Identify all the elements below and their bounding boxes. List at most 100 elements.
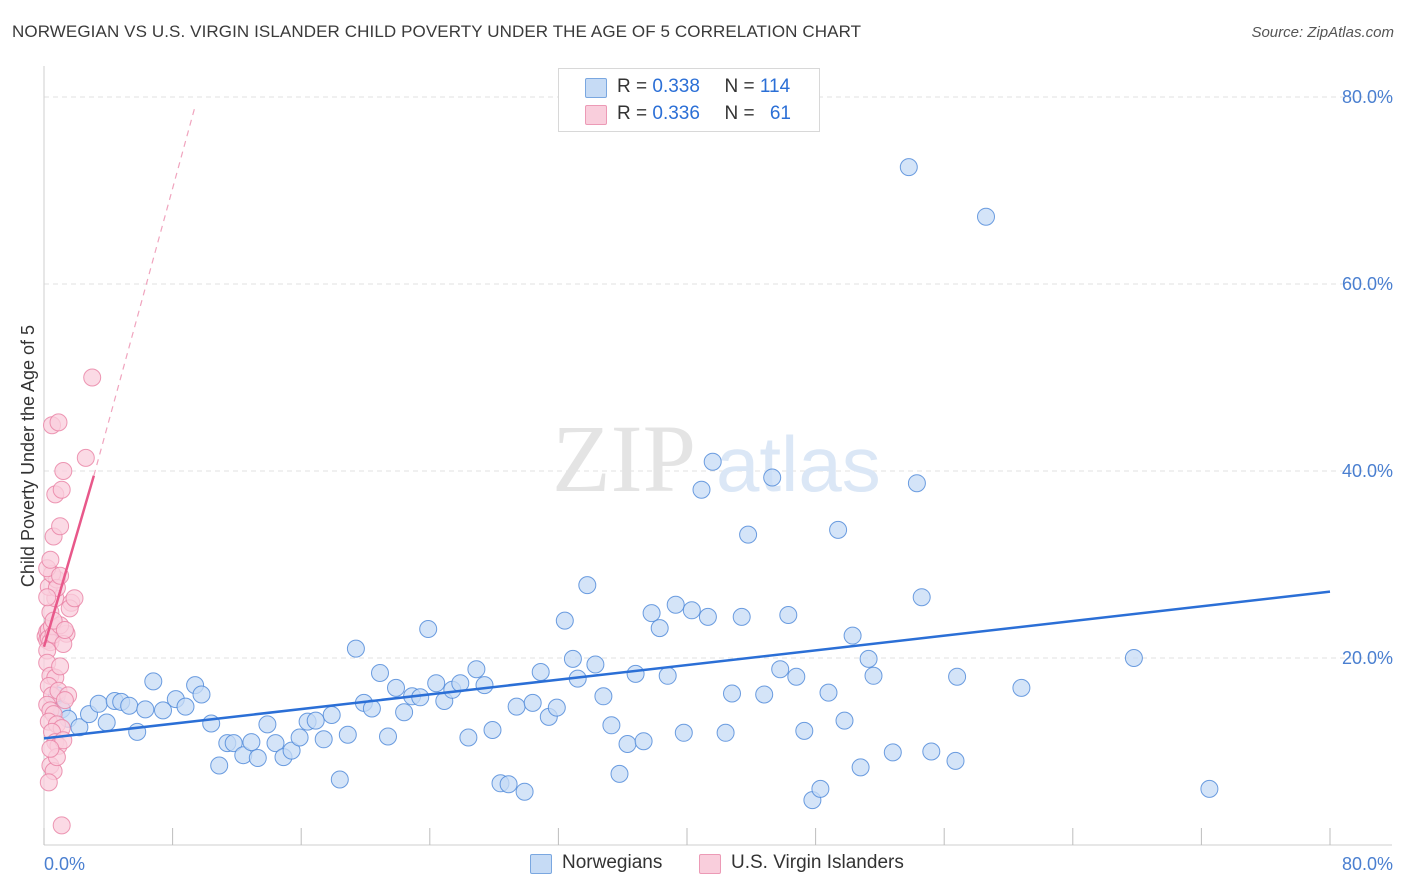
legend-r-label: R = [617,76,653,97]
norwegians-point [578,576,597,595]
series-legend: Norwegians U.S. Virgin Islanders [0,852,1406,878]
norwegians-point [626,664,645,683]
norwegians-point [258,715,277,734]
norwegians-point [586,655,605,674]
watermark-zip: ZIP [552,405,696,512]
virgin-islanders-points [36,368,102,835]
y-tick-label: 40.0% [1342,461,1393,481]
norwegians-point [330,770,349,789]
norwegians-point [144,672,163,691]
norwegians-point [666,595,685,614]
legend-n-value: 114 [759,76,791,97]
virgin-islanders-point [41,550,60,569]
virgin-islanders-point [65,589,84,608]
norwegians-point [851,758,870,777]
legend-r-value: 0.336 [652,103,700,124]
norwegians-point [523,693,542,712]
norwegians-point [907,474,926,493]
y-axis-label: Child Poverty Under the Age of 5 [18,325,38,587]
series-swatch-virgin-islanders [699,854,721,874]
norwegians-point [977,207,995,226]
watermark-atlas: atlas [716,420,881,508]
norwegians-point [346,639,365,658]
y-tick-label: 60.0% [1342,274,1393,294]
norwegians-point [922,742,941,761]
norwegians-point [192,685,211,704]
legend-r-label: R = [617,103,653,124]
virgin-islanders-point [55,691,74,710]
norwegians-point [338,725,357,744]
norwegians-point [864,666,883,685]
norwegians-trend-line [43,590,1331,740]
norwegians-point [682,601,701,620]
norwegians-point [136,700,155,719]
legend-n-label: N = [724,76,760,97]
norwegians-point [634,732,653,751]
norwegians-point [610,764,629,783]
virgin-islanders-point [51,657,70,676]
norwegians-point [371,664,389,682]
norwegians-point [419,620,438,638]
norwegians-point [176,697,195,716]
norwegians-point [723,684,741,703]
norwegians-point [282,741,301,760]
norwegians-point [948,667,967,686]
series-label-virgin-islanders: U.S. Virgin Islanders [731,852,904,873]
y-tick-label: 80.0% [1342,87,1393,107]
norwegians-point [507,697,526,716]
norwegians-point [70,718,89,737]
norwegians-point [811,779,830,798]
norwegians-point [829,520,848,539]
norwegians-point [224,734,243,753]
norwegians-point [732,607,751,626]
norwegians-point [912,588,931,607]
norwegians-point [427,674,446,693]
norwegians-point [835,711,854,730]
virgin-islanders-point [52,816,71,835]
series-swatch-norwegians [530,854,552,874]
norwegians-point [692,480,711,499]
norwegians-point [674,723,693,742]
virgin-islanders-trend-extension [93,106,196,476]
legend-r-value: 0.338 [652,76,700,97]
gridlines [44,96,1392,659]
legend-swatch-virgin-islanders [585,105,607,125]
norwegians-point [883,743,902,762]
norwegians-point [650,619,669,638]
x-tick-label-max: 80.0% [1342,854,1393,874]
virgin-islanders-point [76,448,95,467]
norwegians-point [1124,649,1143,667]
x-tick-label-min: 0.0% [44,854,85,874]
norwegians-point [97,713,116,732]
legend-n-label: N = [724,103,760,124]
norwegians-point [594,687,613,706]
norwegians-point [703,452,722,471]
source-label: Source: ZipAtlas.com [1251,24,1394,41]
norwegians-point [771,660,790,679]
chart-title: NORWEGIAN VS U.S. VIRGIN ISLANDER CHILD … [12,22,862,41]
y-tick-label: 20.0% [1342,648,1393,668]
norwegians-point [899,158,918,177]
norwegians-point [819,683,838,702]
virgin-islanders-point [54,462,73,480]
norwegians-point [89,694,108,713]
norwegians-point [1012,678,1031,697]
norwegians-point [739,525,758,544]
virgin-islanders-point [49,413,68,432]
norwegians-point [698,607,717,626]
norwegians-point [306,711,325,730]
norwegians-point [795,721,814,740]
series-label-norwegians: Norwegians [562,852,663,873]
norwegians-point [515,782,534,801]
norwegians-point [499,775,518,794]
norwegians-point [618,735,637,753]
norwegians-point [555,611,574,630]
norwegians-point [266,734,285,753]
norwegians-point [763,468,782,487]
norwegians-point [154,701,172,720]
norwegians-point [379,727,397,746]
norwegians-point [475,676,494,695]
y-tick-labels: 20.0% 40.0% 60.0% 80.0% [1342,87,1393,668]
norwegians-point [459,728,478,747]
